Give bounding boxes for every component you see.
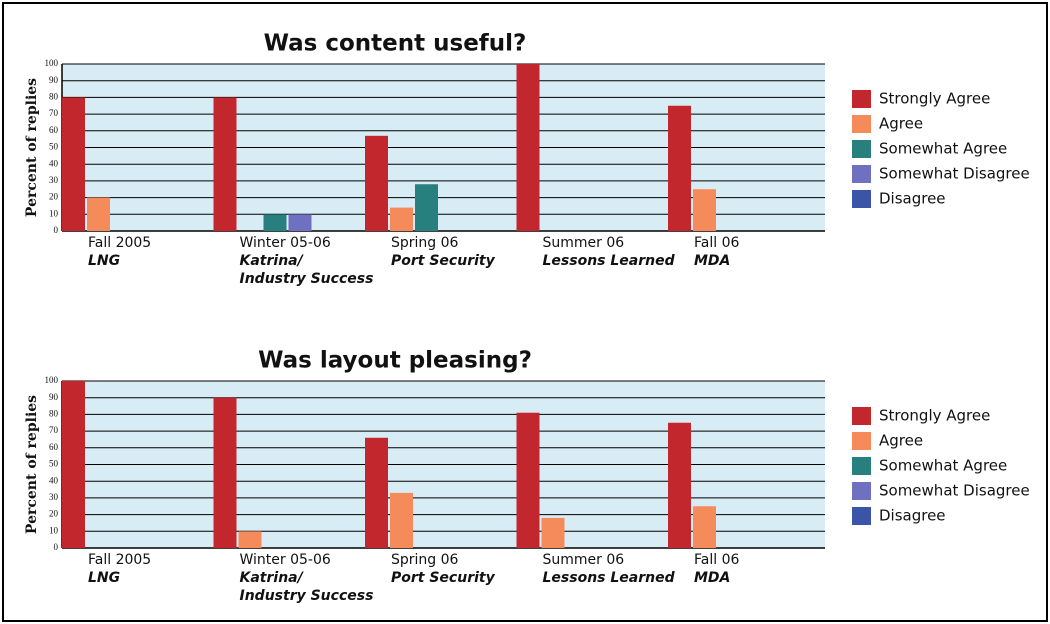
y-tick-label: 70 [49,425,59,435]
y-tick-label: 50 [49,459,59,469]
x-tick-label: Spring 06 [391,235,459,251]
x-tick-sublabel: Port Security [391,570,496,586]
y-tick-label: 100 [45,375,59,385]
legend-swatch [852,165,871,183]
x-tick-label: Winter 05-06 [240,235,331,251]
y-tick-label: 80 [49,91,59,101]
legend-label: Strongly Agree [879,407,990,425]
y-tick-label: 50 [49,142,59,152]
x-tick-sublabel: Industry Success [240,588,374,604]
y-tick-label: 20 [49,509,59,519]
y-tick-label: 90 [49,392,59,402]
legend-swatch [852,457,871,475]
bar [87,197,110,231]
y-tick-label: 40 [49,475,59,485]
y-tick-label: 90 [49,75,59,85]
y-tick-label: 30 [49,492,59,502]
legend-label: Somewhat Agree [879,457,1007,475]
bar [365,135,388,231]
x-tick-sublabel: LNG [88,253,120,269]
bar [62,97,85,232]
x-tick-label: Winter 05-06 [240,552,331,568]
legend-swatch [852,140,871,158]
x-tick-sublabel: LNG [88,570,120,586]
legend-swatch [852,90,871,108]
bar [263,214,287,231]
legend-label: Disagree [879,507,946,525]
bar [541,517,565,548]
legend-label: Agree [879,115,923,133]
legend-label: Somewhat Disagree [879,165,1030,183]
y-tick-label: 60 [49,442,59,452]
x-tick-sublabel: Katrina/ [240,253,305,269]
y-axis-label: Percent of replies [24,395,40,534]
bar [668,422,691,548]
y-tick-label: 80 [49,408,59,418]
y-axis-label: Percent of replies [24,78,40,217]
legend-swatch [852,482,871,500]
bar [213,397,237,548]
y-tick-label: 0 [54,225,59,235]
x-tick-label: Fall 2005 [88,552,151,568]
legend-swatch [852,407,871,425]
legend-label: Disagree [879,190,946,208]
x-tick-sublabel: Lessons Learned [543,570,676,586]
chart-title: Was layout pleasing? [258,348,532,374]
bar [415,184,438,231]
y-tick-label: 10 [49,208,59,218]
x-tick-sublabel: Lessons Learned [543,253,676,269]
legend-swatch [852,432,871,450]
bar [238,531,262,548]
bar [390,492,413,548]
x-tick-label: Fall 2005 [88,235,151,251]
x-tick-sublabel: Katrina/ [240,570,305,586]
x-tick-label: Summer 06 [543,235,625,251]
bar [516,64,540,231]
legend-label: Somewhat Disagree [879,482,1030,500]
y-tick-label: 0 [54,542,59,552]
bar [693,189,716,231]
legend-swatch [852,115,871,133]
bar [668,105,691,231]
legend-label: Agree [879,432,923,450]
x-tick-sublabel: MDA [694,253,730,269]
y-tick-label: 40 [49,158,59,168]
x-tick-label: Spring 06 [391,552,459,568]
y-tick-label: 70 [49,108,59,118]
bar [693,506,716,548]
bar [516,412,540,548]
bar [390,207,413,231]
legend-label: Strongly Agree [879,90,990,108]
x-tick-sublabel: Industry Success [240,271,374,287]
bar [62,381,85,548]
x-tick-sublabel: MDA [694,570,730,586]
x-tick-label: Fall 06 [694,235,739,251]
y-tick-label: 60 [49,125,59,135]
bar [365,437,388,548]
bar [213,97,237,232]
y-tick-label: 100 [45,58,59,68]
x-tick-label: Fall 06 [694,552,739,568]
x-tick-sublabel: Port Security [391,253,496,269]
bar [288,214,312,231]
chart-title: Was content useful? [264,31,527,57]
legend-swatch [852,507,871,525]
y-tick-label: 20 [49,192,59,202]
y-tick-label: 10 [49,525,59,535]
x-tick-label: Summer 06 [543,552,625,568]
legend-label: Somewhat Agree [879,140,1007,158]
legend-swatch [852,190,871,208]
y-tick-label: 30 [49,175,59,185]
